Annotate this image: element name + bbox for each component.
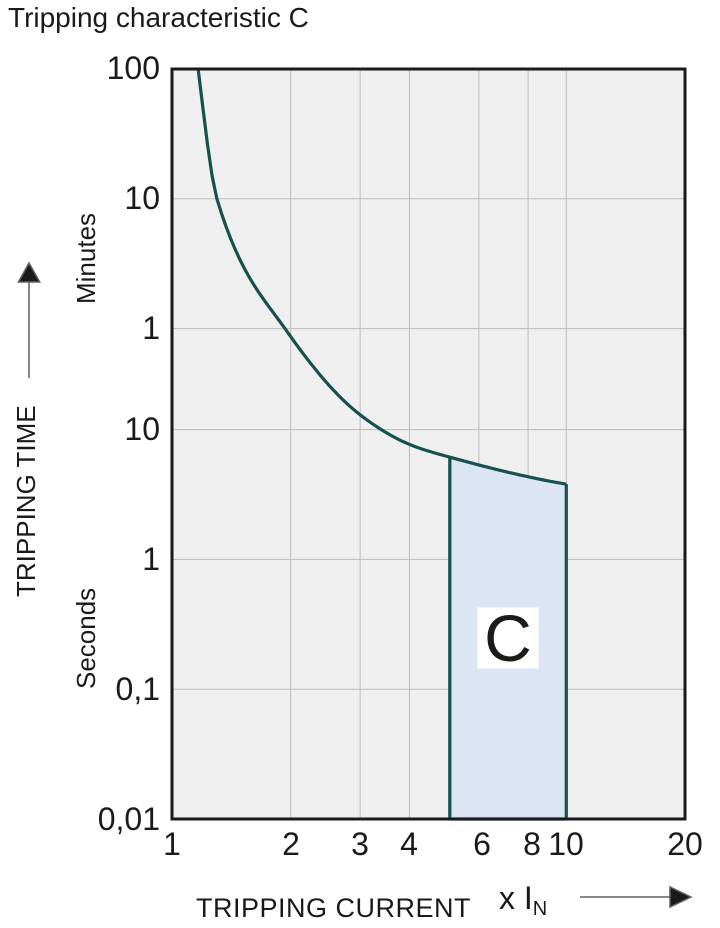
svg-text:C: C bbox=[484, 601, 532, 675]
